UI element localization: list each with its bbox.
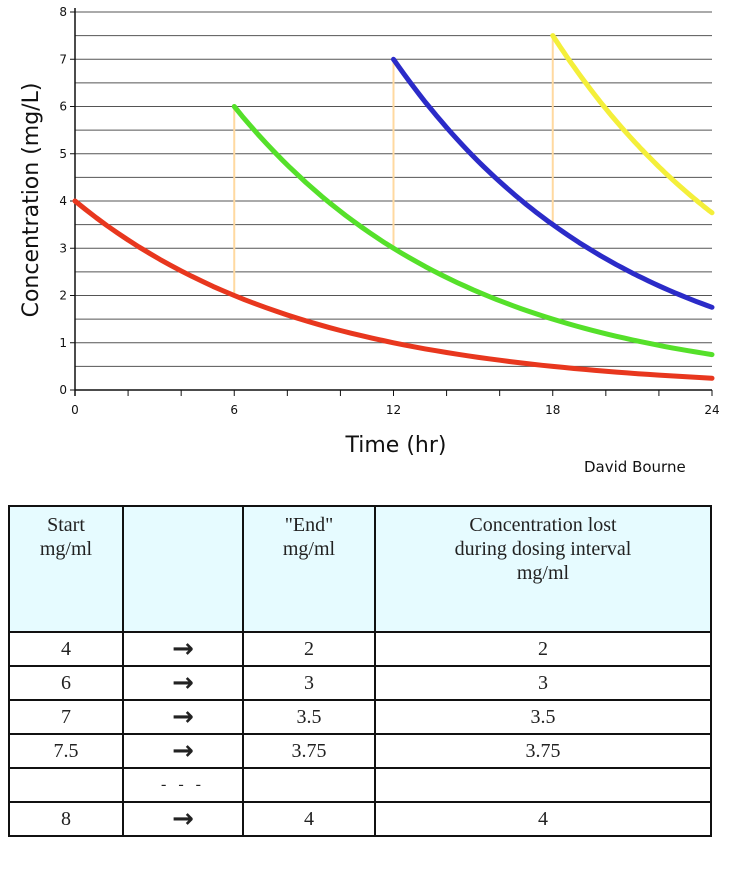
header-end: "End" mg/ml	[242, 505, 376, 633]
cell-start: 4	[8, 631, 124, 667]
table-row: 8 → 4 4	[8, 801, 712, 837]
series-line-4	[550, 33, 715, 216]
y-tick-label: 4	[59, 194, 67, 208]
cell-start: 6	[8, 665, 124, 701]
dosing-table: Start mg/ml "End" mg/ml Concentration lo…	[8, 505, 712, 837]
y-tick-label: 7	[59, 52, 67, 66]
y-tick-label: 1	[59, 336, 67, 350]
y-tick-label: 0	[59, 383, 67, 397]
arrow-icon: →	[122, 801, 244, 837]
table-row: 7.5 → 3.75 3.75	[8, 733, 712, 769]
cell-end: 2	[242, 631, 376, 667]
x-tick-label: 0	[71, 403, 79, 417]
table-header-row: Start mg/ml "End" mg/ml Concentration lo…	[8, 505, 712, 633]
header-start-line-1: Start	[47, 514, 85, 536]
y-tick-label: 2	[59, 289, 67, 303]
x-axis-label: Time (hr)	[345, 433, 447, 458]
series-line-2	[231, 104, 715, 358]
y-tick-label: 3	[59, 241, 67, 255]
chart-series	[72, 33, 715, 381]
header-arrow	[122, 505, 244, 633]
header-start: Start mg/ml	[8, 505, 124, 633]
cell-lost: 3.5	[374, 699, 712, 735]
y-tick-label: 6	[59, 100, 67, 114]
y-axis-label: Concentration (mg/L)	[19, 83, 44, 318]
dose-lines	[233, 35, 554, 296]
cell-end: 4	[242, 801, 376, 837]
series-line-3	[391, 56, 715, 310]
cell-start	[8, 767, 124, 803]
cell-start: 7.5	[8, 733, 124, 769]
cell-end	[242, 767, 376, 803]
x-tick-label: 6	[230, 403, 238, 417]
cell-lost: 3	[374, 665, 712, 701]
x-tick-label: 18	[545, 403, 560, 417]
cell-lost: 3.75	[374, 733, 712, 769]
arrow-icon: →	[122, 733, 244, 769]
cell-start: 7	[8, 699, 124, 735]
ellipsis-dashes: - - -	[122, 767, 244, 803]
table-row: 7 → 3.5 3.5	[8, 699, 712, 735]
table-row: 4 → 2 2	[8, 631, 712, 667]
cell-lost	[374, 767, 712, 803]
series-line-1	[72, 198, 715, 381]
header-lost-line-2: during dosing interval	[454, 538, 632, 560]
chart-credit: David Bourne	[584, 458, 686, 476]
cell-start: 8	[8, 801, 124, 837]
header-lost-line-1: Concentration lost	[469, 514, 617, 536]
header-lost-line-3: mg/ml	[516, 562, 570, 584]
header-start-line-2: mg/ml	[39, 538, 93, 560]
y-tick-label: 8	[59, 5, 67, 19]
y-tick-label: 5	[59, 147, 67, 161]
cell-lost: 4	[374, 801, 712, 837]
table-row: 6 → 3 3	[8, 665, 712, 701]
header-lost: Concentration lost during dosing interva…	[374, 505, 712, 633]
header-end-line-2: mg/ml	[282, 538, 336, 560]
arrow-icon: →	[122, 631, 244, 667]
cell-lost: 2	[374, 631, 712, 667]
x-tick-label: 12	[386, 403, 401, 417]
cell-end: 3.5	[242, 699, 376, 735]
cell-end: 3	[242, 665, 376, 701]
cell-end: 3.75	[242, 733, 376, 769]
arrow-icon: →	[122, 665, 244, 701]
table-row: - - -	[8, 767, 712, 803]
x-tick-label: 24	[704, 403, 719, 417]
arrow-icon: →	[122, 699, 244, 735]
header-end-line-1: "End"	[284, 514, 334, 536]
